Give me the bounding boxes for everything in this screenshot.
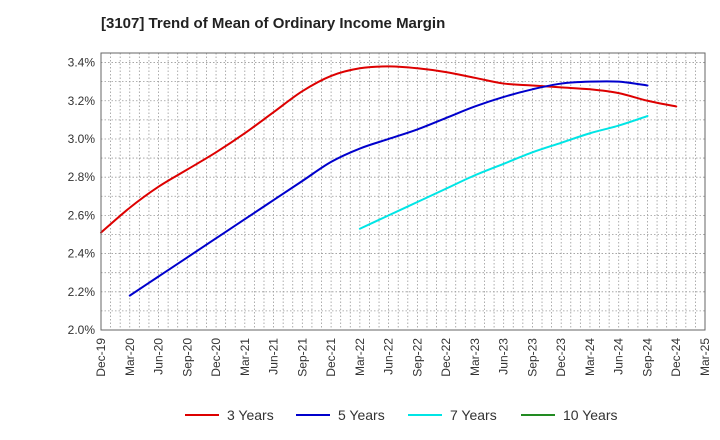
legend-item-10-years: 10 Years bbox=[521, 404, 618, 426]
grid bbox=[101, 53, 705, 331]
y-tick-label: 3.0% bbox=[68, 132, 96, 146]
x-tick-label: Jun-22 bbox=[382, 338, 396, 375]
x-tick-label: Dec-23 bbox=[554, 338, 568, 377]
x-tick-label: Jun-21 bbox=[267, 338, 281, 375]
x-tick-label: Dec-22 bbox=[439, 338, 453, 377]
x-tick-label: Sep-20 bbox=[180, 338, 194, 377]
legend-swatch-7-years bbox=[408, 414, 442, 416]
x-tick-label: Jun-23 bbox=[497, 338, 511, 375]
plot-frame bbox=[100, 52, 706, 331]
y-tick-label: 3.2% bbox=[68, 94, 96, 108]
legend-label: 5 Years bbox=[338, 407, 385, 423]
legend-swatch-10-years bbox=[521, 414, 555, 416]
series-line-7-years bbox=[358, 115, 649, 230]
x-tick-label: Jun-20 bbox=[152, 338, 166, 375]
x-tick-label: Jun-24 bbox=[612, 338, 626, 375]
legend-swatch-5-years bbox=[296, 414, 330, 416]
legend-label: 3 Years bbox=[227, 407, 274, 423]
y-tick-label: 2.6% bbox=[68, 208, 96, 222]
series-lines bbox=[100, 65, 678, 297]
x-tick-label: Mar-24 bbox=[583, 338, 597, 376]
y-tick-label: 2.2% bbox=[68, 285, 96, 299]
x-tick-label: Mar-23 bbox=[468, 338, 482, 376]
chart-title: [3107] Trend of Mean of Ordinary Income … bbox=[101, 15, 446, 32]
axes bbox=[100, 52, 706, 331]
x-tick-labels: Dec-19 Mar-20 Jun-20 Sep-20 Dec-20 Mar-21 Jun-… bbox=[94, 338, 712, 377]
y-tick-label: 2.8% bbox=[68, 170, 96, 184]
x-tick-label: Mar-21 bbox=[238, 338, 252, 376]
series-line-5-years bbox=[128, 80, 649, 297]
x-tick-label: Dec-20 bbox=[209, 338, 223, 377]
x-tick-label: Dec-19 bbox=[94, 338, 108, 377]
x-tick-label: Dec-24 bbox=[669, 338, 683, 377]
x-tick-label: Dec-21 bbox=[324, 338, 338, 377]
legend-swatch-3-years bbox=[185, 414, 219, 416]
legend-label: 7 Years bbox=[450, 407, 497, 423]
y-tick-labels: 2.0% 2.2% 2.4% 2.6% 2.8% 3.0% 3.2% 3.4% bbox=[68, 56, 96, 337]
x-tick-label: Mar-20 bbox=[123, 338, 137, 376]
plot-area bbox=[101, 53, 705, 330]
legend-label: 10 Years bbox=[563, 407, 618, 423]
legend-item-7-years: 7 Years bbox=[408, 404, 497, 426]
x-tick-label: Sep-24 bbox=[640, 338, 654, 377]
x-tick-label: Mar-22 bbox=[353, 338, 367, 376]
series-line-3-years bbox=[100, 65, 678, 234]
legend: 3 Years 5 Years 7 Years 10 Years bbox=[0, 404, 720, 426]
x-tick-label: Sep-23 bbox=[525, 338, 539, 377]
x-tick-label: Mar-25 bbox=[698, 338, 712, 376]
legend-item-5-years: 5 Years bbox=[296, 404, 385, 426]
x-tick-label: Sep-22 bbox=[410, 338, 424, 377]
x-tick-label: Sep-21 bbox=[295, 338, 309, 377]
y-tick-label: 3.4% bbox=[68, 56, 96, 70]
y-tick-label: 2.4% bbox=[68, 247, 96, 261]
y-tick-label: 2.0% bbox=[68, 323, 96, 337]
legend-item-3-years: 3 Years bbox=[185, 404, 274, 426]
